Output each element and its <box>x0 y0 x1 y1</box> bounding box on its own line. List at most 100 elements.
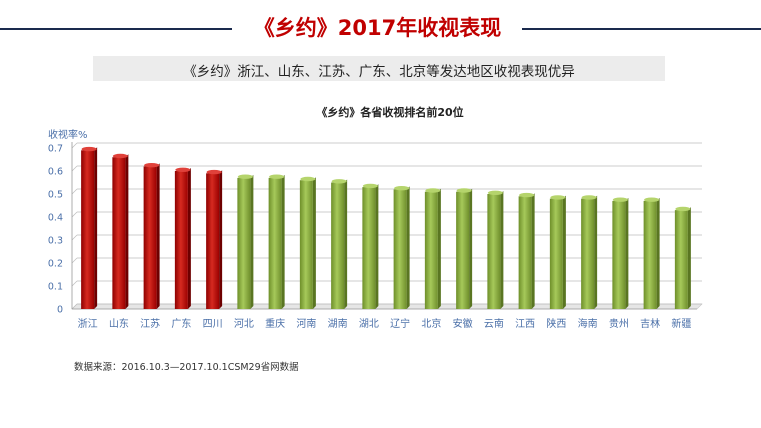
x-tick-label: 江西 <box>515 318 535 330</box>
bar-front <box>393 189 407 309</box>
bar-top <box>612 197 628 202</box>
bar-top <box>425 188 441 193</box>
x-tick-label: 安徽 <box>453 317 473 330</box>
bar-side <box>500 191 504 309</box>
bar-side <box>156 163 160 309</box>
bar-top <box>300 176 316 182</box>
bar-top <box>394 186 410 191</box>
y-tick-label: 0.6 <box>48 167 63 178</box>
bar-top <box>550 195 566 200</box>
bar-top <box>519 192 535 198</box>
bar <box>487 190 504 309</box>
bar-front <box>268 177 282 309</box>
bar-front <box>424 191 438 309</box>
bar-front <box>299 180 313 309</box>
bar-side <box>531 193 535 309</box>
x-tick-label: 四川 <box>203 319 223 330</box>
bar-top <box>581 195 597 200</box>
bar-side <box>656 197 660 309</box>
header: 《乡约》2017年收视表现 <box>0 8 761 48</box>
bar <box>331 179 348 309</box>
bar-side <box>625 197 629 309</box>
bar-front <box>206 173 220 309</box>
x-tick-label: 云南 <box>484 317 504 330</box>
x-tick-label: 河南 <box>296 317 316 330</box>
bar <box>643 197 660 309</box>
bar-front <box>549 198 563 309</box>
x-tick-label: 湖南 <box>328 317 348 330</box>
bar <box>456 188 473 309</box>
bar-top <box>112 153 128 159</box>
bar <box>581 195 598 309</box>
bar-side <box>125 154 129 309</box>
y-tick-label: 0.2 <box>48 259 63 270</box>
y-tick-label: 0.1 <box>48 282 63 293</box>
x-tick-label: 河北 <box>234 318 254 330</box>
bar <box>393 186 410 309</box>
x-tick-label: 辽宁 <box>390 317 410 330</box>
bar <box>143 163 160 309</box>
bar <box>174 167 191 309</box>
bar-front <box>643 200 657 309</box>
subtitle-band: 《乡约》浙江、山东、江苏、广东、北京等发达地区收视表现优异 <box>93 56 665 81</box>
bar-side <box>594 195 598 309</box>
x-tick-label: 海南 <box>578 317 598 330</box>
page-title: 《乡约》2017年收视表现 <box>253 16 502 40</box>
title-line-right <box>522 28 761 30</box>
x-tick-label: 山东 <box>109 317 129 330</box>
bar-top <box>144 163 160 168</box>
bar-front <box>362 187 376 309</box>
bar <box>112 153 129 309</box>
bar-side <box>375 184 379 309</box>
y-tick-label: 0 <box>57 305 63 316</box>
bar-top <box>644 197 660 202</box>
bar-side <box>437 188 441 309</box>
bar <box>612 197 629 309</box>
y-tick-label: 0.4 <box>48 213 63 224</box>
bar-top <box>362 183 378 189</box>
y-tick-label: 0.7 <box>48 144 63 155</box>
bar-front <box>174 171 188 309</box>
bar <box>518 192 535 309</box>
bar-front <box>456 191 470 309</box>
bar-top <box>81 146 97 152</box>
x-tick-label: 湖北 <box>359 318 379 330</box>
bar-front <box>331 182 345 309</box>
bar-side <box>406 186 410 309</box>
x-tick-label: 新疆 <box>671 317 691 330</box>
bar-top <box>331 179 347 184</box>
bar-front <box>487 194 501 309</box>
bar-side <box>187 168 191 309</box>
bar-front <box>237 177 251 309</box>
gridline-depth <box>71 257 78 264</box>
chart-title: 《乡约》各省收视排名前20位 <box>316 106 464 119</box>
bar-front <box>581 198 595 309</box>
bar <box>674 206 691 309</box>
chart-floor <box>71 303 703 310</box>
bar-side <box>250 174 254 309</box>
bar <box>237 174 254 309</box>
bar-side <box>219 170 223 309</box>
bar-top <box>206 169 222 175</box>
bar-front <box>518 196 532 309</box>
title-line-left <box>0 28 232 30</box>
gridline-depth <box>71 234 78 241</box>
gridline-depth <box>71 280 78 287</box>
bar-side <box>94 147 98 309</box>
gridline-depth <box>71 165 78 172</box>
data-source-note: 数据来源：2016.10.3—2017.10.1CSM29省网数据 <box>74 362 299 373</box>
x-tick-label: 浙江 <box>78 318 98 330</box>
bar-side <box>562 195 566 309</box>
bar-top <box>456 188 472 193</box>
gridline-depth <box>71 188 78 195</box>
bar-side <box>344 179 348 309</box>
bar-front <box>674 210 688 309</box>
bar-front <box>81 150 95 309</box>
page-subtitle: 《乡约》浙江、山东、江苏、广东、北京等发达地区收视表现优异 <box>183 64 575 80</box>
bar-side <box>469 188 473 309</box>
x-tick-label: 陕西 <box>546 317 566 330</box>
bar-top <box>675 206 691 212</box>
bar <box>299 176 316 309</box>
gridline-depth <box>71 211 78 218</box>
gridline-depth <box>71 142 78 149</box>
